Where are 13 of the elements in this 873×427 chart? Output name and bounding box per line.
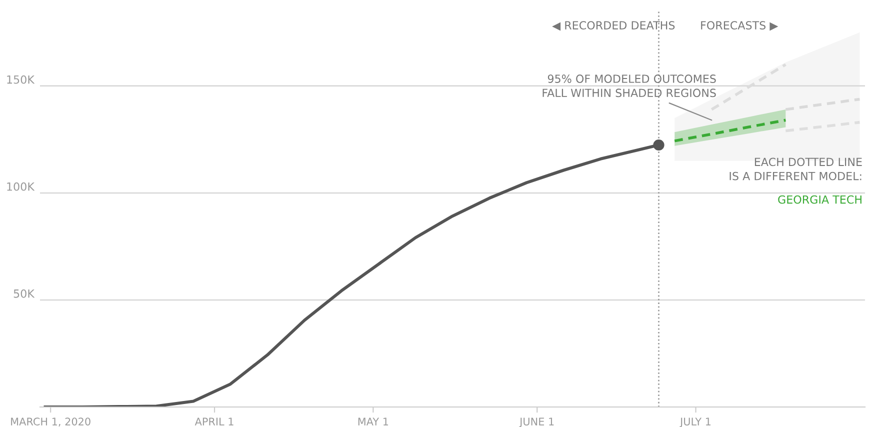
x-tick-label: JULY 1 bbox=[680, 418, 711, 427]
y-tick-label: 150K bbox=[7, 75, 35, 84]
text: GEORGIA TECH bbox=[778, 195, 862, 204]
x-tick-label: MAY 1 bbox=[358, 418, 388, 426]
y-tick-label: 100K bbox=[7, 182, 35, 191]
y-tick-label: 50K bbox=[14, 289, 35, 298]
x-tick-label: APRIL 1 bbox=[194, 418, 234, 426]
x-tick-label: JUNE 1 bbox=[519, 418, 554, 427]
annotation: FORECASTS ▶ bbox=[701, 21, 778, 31]
annotation: ◀ RECORDED DEATHS bbox=[552, 21, 675, 31]
x-tick-label: MARCH 1, 2020 bbox=[11, 418, 90, 427]
annotation: 95% OF MODELED OUTCOMES FALL WITHIN SHADED REGIONS bbox=[542, 74, 716, 98]
annotation: EACH DOTTED LINE IS A DIFFERENT MODEL: bbox=[730, 158, 862, 180]
